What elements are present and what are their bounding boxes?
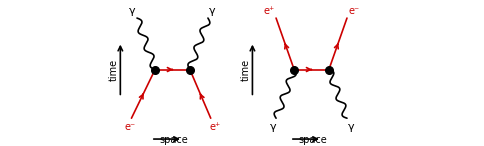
Text: γ: γ: [270, 122, 276, 132]
Text: time: time: [241, 58, 251, 81]
Text: e⁺: e⁺: [209, 122, 221, 132]
Text: e⁻: e⁻: [348, 6, 360, 16]
Text: time: time: [109, 58, 119, 81]
Text: γ: γ: [209, 6, 216, 16]
Text: γ: γ: [348, 122, 354, 132]
Text: space: space: [159, 135, 188, 145]
Text: space: space: [298, 135, 327, 145]
Text: γ: γ: [129, 6, 136, 16]
Text: e⁻: e⁻: [124, 122, 136, 132]
Text: e⁺: e⁺: [263, 6, 275, 16]
